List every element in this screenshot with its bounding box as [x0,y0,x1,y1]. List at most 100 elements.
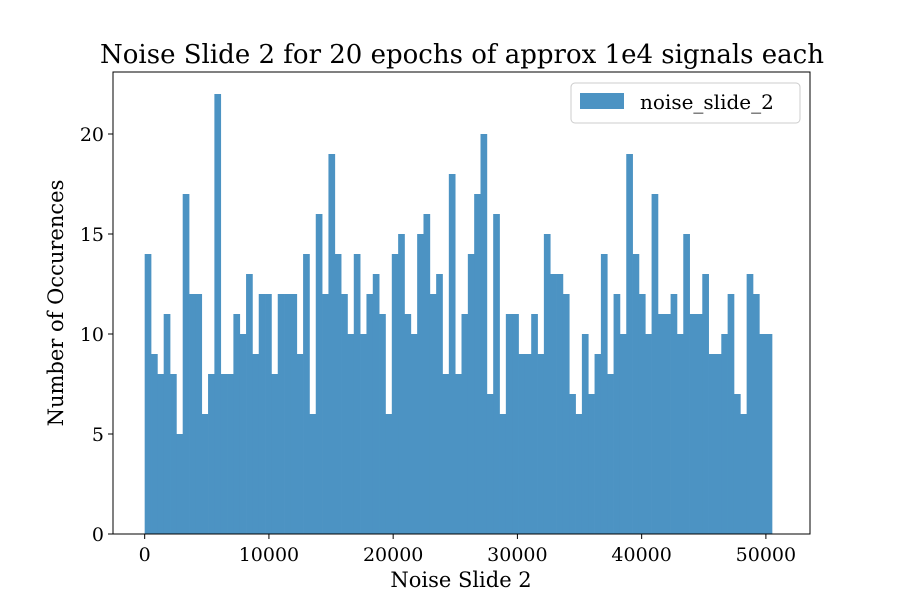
histogram-bar [588,394,595,534]
histogram-bar [315,214,323,534]
histogram-bar [645,334,652,534]
histogram-bar [144,254,152,534]
y-axis-ticks: 0 5 10 15 20 [80,124,113,546]
histogram-bar [277,294,285,534]
histogram-bar [765,334,773,534]
x-tick-label: 20000 [363,544,423,566]
histogram-bar [727,294,735,534]
x-axis-label: Noise Slide 2 [390,568,531,592]
histogram-bar [309,414,317,534]
histogram-bar [442,374,450,534]
y-tick-label: 20 [80,124,104,146]
histogram-bar [176,434,184,534]
histogram-bar [493,214,500,534]
histogram-bar [214,94,222,534]
histogram-bar [151,354,158,534]
histogram-bar [702,274,709,534]
histogram-bar [334,254,342,534]
histogram-bar [626,154,633,534]
histogram-bar [258,294,266,534]
histogram-bar [271,374,279,534]
y-tick-label: 5 [92,424,104,446]
histogram-bar [512,314,519,534]
histogram-bar [366,294,374,534]
legend-swatch [580,93,624,109]
histogram-bar [670,294,678,534]
histogram-bar [746,274,754,534]
histogram-bar [290,294,298,534]
histogram-bar [246,274,253,534]
histogram-bar [474,194,481,534]
x-tick-label: 0 [139,544,151,566]
histogram-bar [638,294,646,534]
histogram-bar [467,254,475,534]
x-tick-label: 50000 [736,544,796,566]
histogram-bar [708,354,716,534]
histogram-bar [296,354,304,534]
histogram-bar [347,334,355,534]
histogram-bar [600,254,608,534]
histogram-bar [436,274,443,534]
histogram-bar [543,234,551,534]
histogram-bar [664,314,671,534]
histogram-bar [752,294,760,534]
y-tick-label: 15 [80,224,104,246]
plot-frame [112,71,811,535]
histogram-bar [208,374,215,534]
histogram-bar [721,334,728,534]
x-axis-ticks: 0 10000 20000 30000 40000 50000 [139,534,796,566]
histogram-bar [303,254,310,534]
histogram-bar [391,254,399,534]
histogram-bar [284,294,291,534]
histogram-bar [341,294,348,534]
histogram-bar [201,414,209,534]
y-axis-label: Number of Occurences [44,180,68,427]
histogram-bar [417,234,424,534]
histogram-bar [676,334,684,534]
histogram-bar [733,394,741,534]
histogram-bar [195,294,203,534]
histogram-bar [265,294,272,534]
histogram-bar [455,374,462,534]
histogram-bar [607,374,614,534]
histogram-bar [531,314,538,534]
histogram-bar [360,334,367,534]
histogram-bar [550,274,557,534]
histogram-bar [740,414,747,534]
histogram-bar [423,214,431,534]
histogram-bar [385,414,393,534]
histogram-bar [505,314,513,534]
histogram-bar [537,354,545,534]
histogram-bar [239,334,247,534]
histogram-bar [182,194,190,534]
histogram-bar [163,314,171,534]
histogram-bar [220,374,228,534]
chart-title: Noise Slide 2 for 20 epochs of approx 1e… [100,40,824,70]
histogram-bar [461,314,469,534]
histogram-bar [227,374,234,534]
bars-layer [144,94,773,534]
histogram-bar [410,334,418,534]
histogram-bar [714,354,722,534]
histogram-bar [594,354,602,534]
histogram-bar [499,414,507,534]
histogram-bar [353,254,361,534]
histogram-bar [632,254,640,534]
histogram-bar [170,374,177,534]
histogram-bar [569,394,576,534]
histogram-bar [613,294,621,534]
histogram-bar [524,354,532,534]
histogram-bar [157,374,165,534]
histogram-bar [683,234,690,534]
histogram-bar [575,414,583,534]
histogram-bar [404,314,412,534]
legend: noise_slide_2 [570,82,801,124]
histogram-bar [379,314,386,534]
histogram-bar [556,274,564,534]
histogram-bar [322,294,329,534]
histogram-bar [581,334,589,534]
legend-label: noise_slide_2 [640,90,774,114]
histogram-bar [252,354,260,534]
